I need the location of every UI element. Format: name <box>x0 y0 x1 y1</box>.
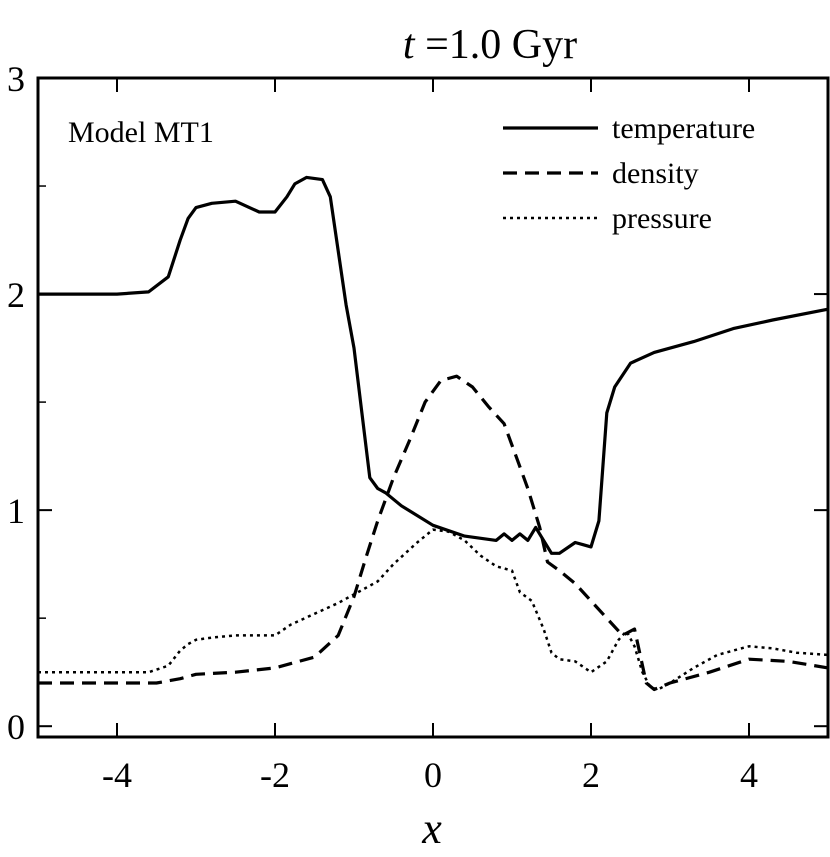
panel-label: Model MT1 <box>68 116 214 149</box>
series-layer <box>38 175 829 692</box>
legend-label-temperature: temperature <box>612 112 755 145</box>
title-value: =1.0 Gyr <box>415 22 578 68</box>
series-line-temperature <box>38 175 829 555</box>
y-tick-label: 0 <box>7 707 25 747</box>
x-tick-label: -4 <box>102 755 132 795</box>
legend-label-density: density <box>612 157 699 190</box>
x-axis-ticks: -4 -2 0 2 4 <box>102 78 758 795</box>
x-tick-label: 0 <box>424 755 442 795</box>
y-tick-label: 1 <box>7 491 25 531</box>
x-tick-label: 4 <box>740 755 758 795</box>
legend-label-pressure: pressure <box>612 202 712 235</box>
y-tick-label: 3 <box>7 59 25 99</box>
x-tick-label: 2 <box>582 755 600 795</box>
legend: temperature density pressure <box>503 112 755 235</box>
title-variable: t <box>403 22 416 68</box>
chart-title: t =1.0 Gyr <box>403 22 577 68</box>
svg-text:t =1.0 Gyr: t =1.0 Gyr <box>403 22 577 68</box>
y-axis-ticks: 0 1 2 3 <box>7 59 828 747</box>
plot-frame <box>36 76 830 739</box>
y-tick-label: 2 <box>7 275 25 315</box>
plot-axes: -4 -2 0 2 4 0 1 2 3 <box>7 59 830 795</box>
series-line-pressure <box>38 528 829 691</box>
x-tick-label: -2 <box>260 755 290 795</box>
x-axis-label: x <box>421 804 442 853</box>
series-line-density <box>38 374 829 692</box>
